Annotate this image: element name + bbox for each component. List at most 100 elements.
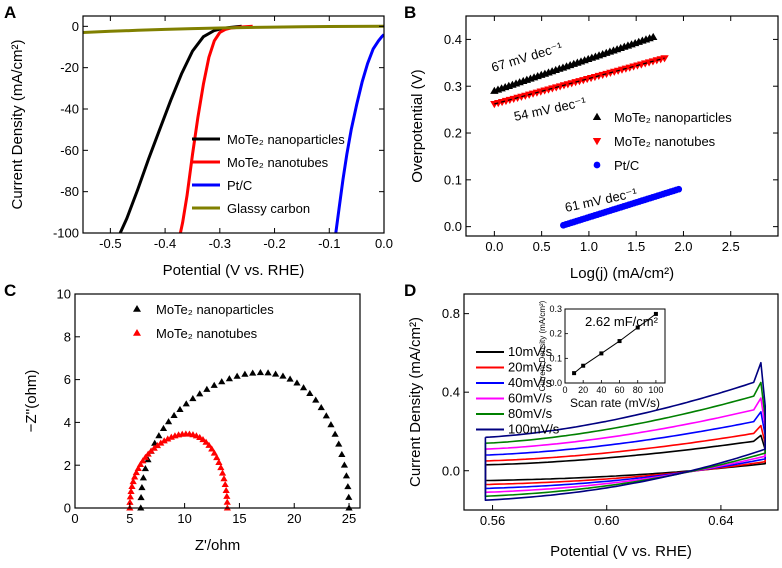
panel-c-data-point — [223, 492, 231, 499]
panel-c-data-point — [208, 445, 216, 452]
panel-d-legend-entry: 100mV/s — [508, 422, 560, 437]
panel-c-data-point — [202, 438, 210, 445]
panel-c-data-point — [164, 418, 173, 425]
panel-c-data-point — [218, 469, 227, 476]
panel-d-x-tick-label: 0.60 — [594, 513, 619, 528]
panel-c-data-point — [217, 464, 225, 471]
panel-b-legend-marker — [593, 161, 601, 169]
panel-c-data-point — [335, 440, 343, 447]
panel-a-x-tick-label: -0.4 — [154, 236, 176, 251]
panel-c-data-point — [155, 432, 163, 439]
panel-letter-A: A — [4, 3, 16, 22]
panel-c-data-point — [293, 379, 301, 386]
panel-c-data-point — [299, 384, 308, 391]
panel-b-x-tick-label: 2.5 — [722, 239, 740, 254]
panel-c-data-point — [199, 436, 207, 443]
panel-c-data-point — [139, 474, 147, 481]
panel-d-inset-annotation: 2.62 mF/cm² — [585, 314, 659, 329]
panel-c-data-point — [342, 472, 351, 479]
panel-d-legend-entry: 10mV/s — [508, 344, 553, 359]
panel-d-inset-data-point — [599, 351, 604, 356]
panel-c-y-tick-label: 10 — [57, 287, 71, 302]
panel-a-y-tick-label: 0 — [72, 19, 79, 34]
panel-d-inset-y-tick-label: 0.3 — [549, 304, 562, 314]
panel-b-x-tick-label: 0.5 — [533, 239, 551, 254]
panel-d-inset-x-tick-label: 40 — [596, 385, 606, 395]
panel-c-data-point — [223, 498, 231, 505]
panel-c-data-point — [205, 441, 213, 448]
panel-b-legend-entry: MoTe₂ nanoparticles — [614, 110, 732, 125]
panel-c-data-point — [176, 405, 184, 412]
panel-b-x-axis-label: Log(j) (mA/cm²) — [570, 265, 674, 282]
panel-c-data-point — [157, 439, 165, 446]
panel-c-data-point — [210, 449, 218, 456]
panel-d-inset-y-tick-label: 0.0 — [549, 378, 562, 388]
panel-c-data-point — [317, 403, 325, 411]
panel-b-data-point — [675, 185, 683, 193]
panel-c-data-point — [129, 477, 137, 485]
panel-a-legend-entry: MoTe₂ nanotubes — [227, 155, 329, 170]
data-layer — [83, 24, 767, 511]
panel-a-y-tick-label: -80 — [60, 184, 79, 199]
panel-d-legend-entry: 80mV/s — [508, 406, 553, 421]
panel-b-y-tick-label: 0.2 — [444, 126, 462, 141]
panel-letter-C: C — [4, 281, 16, 300]
panel-c-data-point — [139, 457, 147, 464]
panel-a-y-axis-label: Current Density (mA/cm²) — [9, 39, 26, 209]
panel-b-x-tick-label: 1.5 — [627, 239, 645, 254]
panel-c-data-point — [128, 482, 136, 489]
panel-c-data-point — [249, 369, 257, 376]
panel-c-data-point — [132, 468, 140, 476]
panel-c-data-point — [141, 453, 150, 460]
panel-a-y-tick-label: -60 — [60, 143, 79, 158]
panel-d-inset-x-tick-label: 0 — [562, 385, 567, 395]
panel-c-data-point — [141, 464, 149, 472]
panel-a-x-axis-label: Potential (V vs. RHE) — [163, 262, 305, 279]
panel-b-y-tick-label: 0.1 — [444, 172, 462, 187]
panel-c-data-point — [306, 389, 314, 397]
panel-a-legend-entry: Glassy carbon — [227, 201, 310, 216]
panel-c-legend-marker — [133, 329, 141, 336]
panel-c-data-point — [126, 493, 134, 500]
panel-d-legend-entry: 20mV/s — [508, 360, 553, 375]
panel-b-legend-marker — [592, 138, 602, 146]
panel-c-data-point — [164, 435, 172, 442]
panel-b-fit-line — [494, 57, 665, 105]
frame-layer — [74, 15, 779, 511]
panel-c-data-point — [279, 372, 287, 379]
panel-b-plot-frame — [465, 15, 779, 237]
panel-c-data-point — [138, 483, 146, 491]
panel-c-data-point — [137, 494, 145, 501]
panel-a-y-tick-label: -20 — [60, 60, 79, 75]
panel-c-x-axis-label: Z'/ohm — [195, 537, 240, 554]
panel-c-data-point — [221, 480, 229, 488]
panel-c-data-point — [218, 378, 226, 385]
panel-d-plot-frame — [463, 293, 779, 511]
panel-c-legend-entry: MoTe₂ nanotubes — [156, 326, 258, 341]
panel-c-data-point — [153, 441, 162, 449]
panel-d-series — [484, 361, 767, 502]
panel-c-x-tick-label: 0 — [71, 511, 78, 526]
panel-c-data-point — [340, 461, 349, 468]
panel-a-series-line — [334, 33, 384, 233]
panel-b-data-point — [649, 32, 658, 41]
panel-b-y-tick-label: 0.4 — [444, 32, 462, 47]
panel-c-data-point — [196, 390, 204, 397]
panel-c-data-point — [286, 375, 294, 382]
panel-b-x-tick-label: 2.0 — [674, 239, 692, 254]
panel-c-legend-marker — [133, 305, 141, 312]
panel-d-inset-y-axis-label: Current Density (mA/cm²) — [538, 300, 547, 391]
panel-c-y-tick-label: 0 — [64, 501, 71, 516]
panel-b-legend-entry: Pt/C — [614, 158, 639, 173]
panel-b-y-tick-label: 0.3 — [444, 79, 462, 94]
panel-c-data-point — [144, 450, 152, 457]
panel-c-y-tick-label: 4 — [64, 415, 71, 430]
panel-a-x-tick-label: -0.1 — [318, 236, 340, 251]
panel-c-data-point — [338, 450, 346, 458]
panel-c-data-point — [131, 473, 139, 480]
panel-c-x-tick-label: 20 — [287, 511, 301, 526]
panel-d-x-axis-label: Potential (V vs. RHE) — [550, 543, 692, 560]
panel-c-x-tick-label: 10 — [177, 511, 191, 526]
panel-b-series — [490, 32, 683, 229]
